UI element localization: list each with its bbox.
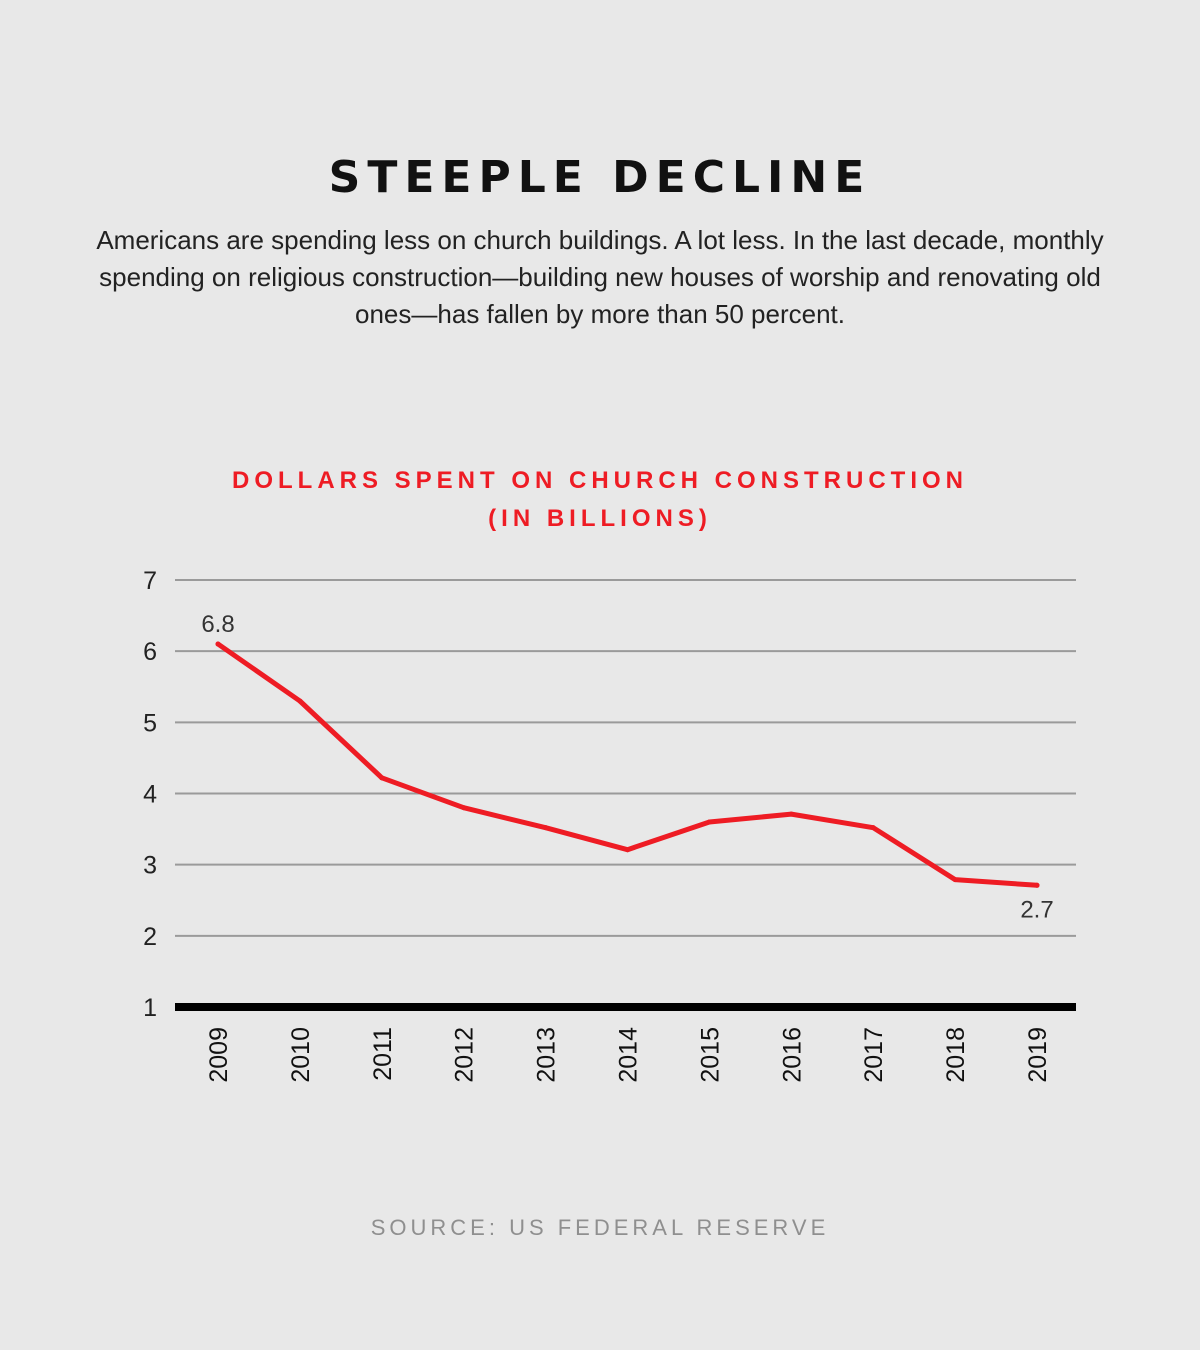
source-note: SOURCE: US FEDERAL RESERVE <box>370 1215 830 1240</box>
data-annotations: 6.8 2.7 <box>201 611 1053 923</box>
data-point <box>625 847 630 853</box>
x-tick-label: 2014 <box>615 1027 643 1083</box>
x-tick-label: 2013 <box>533 1027 561 1083</box>
page-subtitle: Americans are spending less on church bu… <box>96 225 1104 329</box>
data-point <box>1034 882 1040 888</box>
data-point <box>870 825 876 831</box>
data-label: 2.7 <box>1020 896 1053 923</box>
data-point <box>297 698 303 704</box>
y-tick-label: 6 <box>143 638 157 666</box>
gridlines <box>175 579 1076 1011</box>
y-tick-label: 2 <box>143 923 157 951</box>
x-tick-label: 2012 <box>451 1027 479 1083</box>
data-label: 6.8 <box>201 611 234 638</box>
y-tick-label: 4 <box>143 781 157 809</box>
x-tick-label: 2018 <box>942 1027 970 1083</box>
x-tick-label: 2010 <box>287 1027 315 1083</box>
x-axis-tick-labels: 2009 2010 2011 2012 2013 2014 2015 2016 2017 2018… <box>205 1027 1052 1083</box>
data-point <box>461 805 467 811</box>
x-tick-label: 2019 <box>1024 1027 1052 1083</box>
y-tick-label: 1 <box>143 994 157 1022</box>
x-tick-label: 2015 <box>696 1027 724 1083</box>
data-point <box>543 825 549 831</box>
y-tick-label: 7 <box>143 567 157 595</box>
y-tick-label: 3 <box>143 852 157 880</box>
data-point <box>952 877 958 883</box>
data-point <box>788 811 794 817</box>
y-tick-label: 5 <box>143 709 157 737</box>
x-tick-label: 2011 <box>369 1027 397 1081</box>
chart-title: DOLLARS SPENT ON CHURCH CONSTRUCTION (IN… <box>0 462 1200 538</box>
data-point <box>215 641 221 647</box>
data-point <box>379 775 385 781</box>
chart-title-line-1: DOLLARS SPENT ON CHURCH CONSTRUCTION <box>232 467 968 494</box>
x-tick-label: 2009 <box>205 1027 233 1083</box>
x-tick-label: 2017 <box>860 1027 888 1083</box>
chart-title-line-2: (IN BILLIONS) <box>488 505 712 532</box>
data-series <box>215 641 1040 888</box>
y-axis-tick-labels: 7 6 5 4 3 2 1 <box>143 567 157 1022</box>
x-tick-label: 2016 <box>778 1027 806 1083</box>
page-title: STEEPLE DECLINE <box>328 152 872 203</box>
data-point <box>706 819 712 825</box>
